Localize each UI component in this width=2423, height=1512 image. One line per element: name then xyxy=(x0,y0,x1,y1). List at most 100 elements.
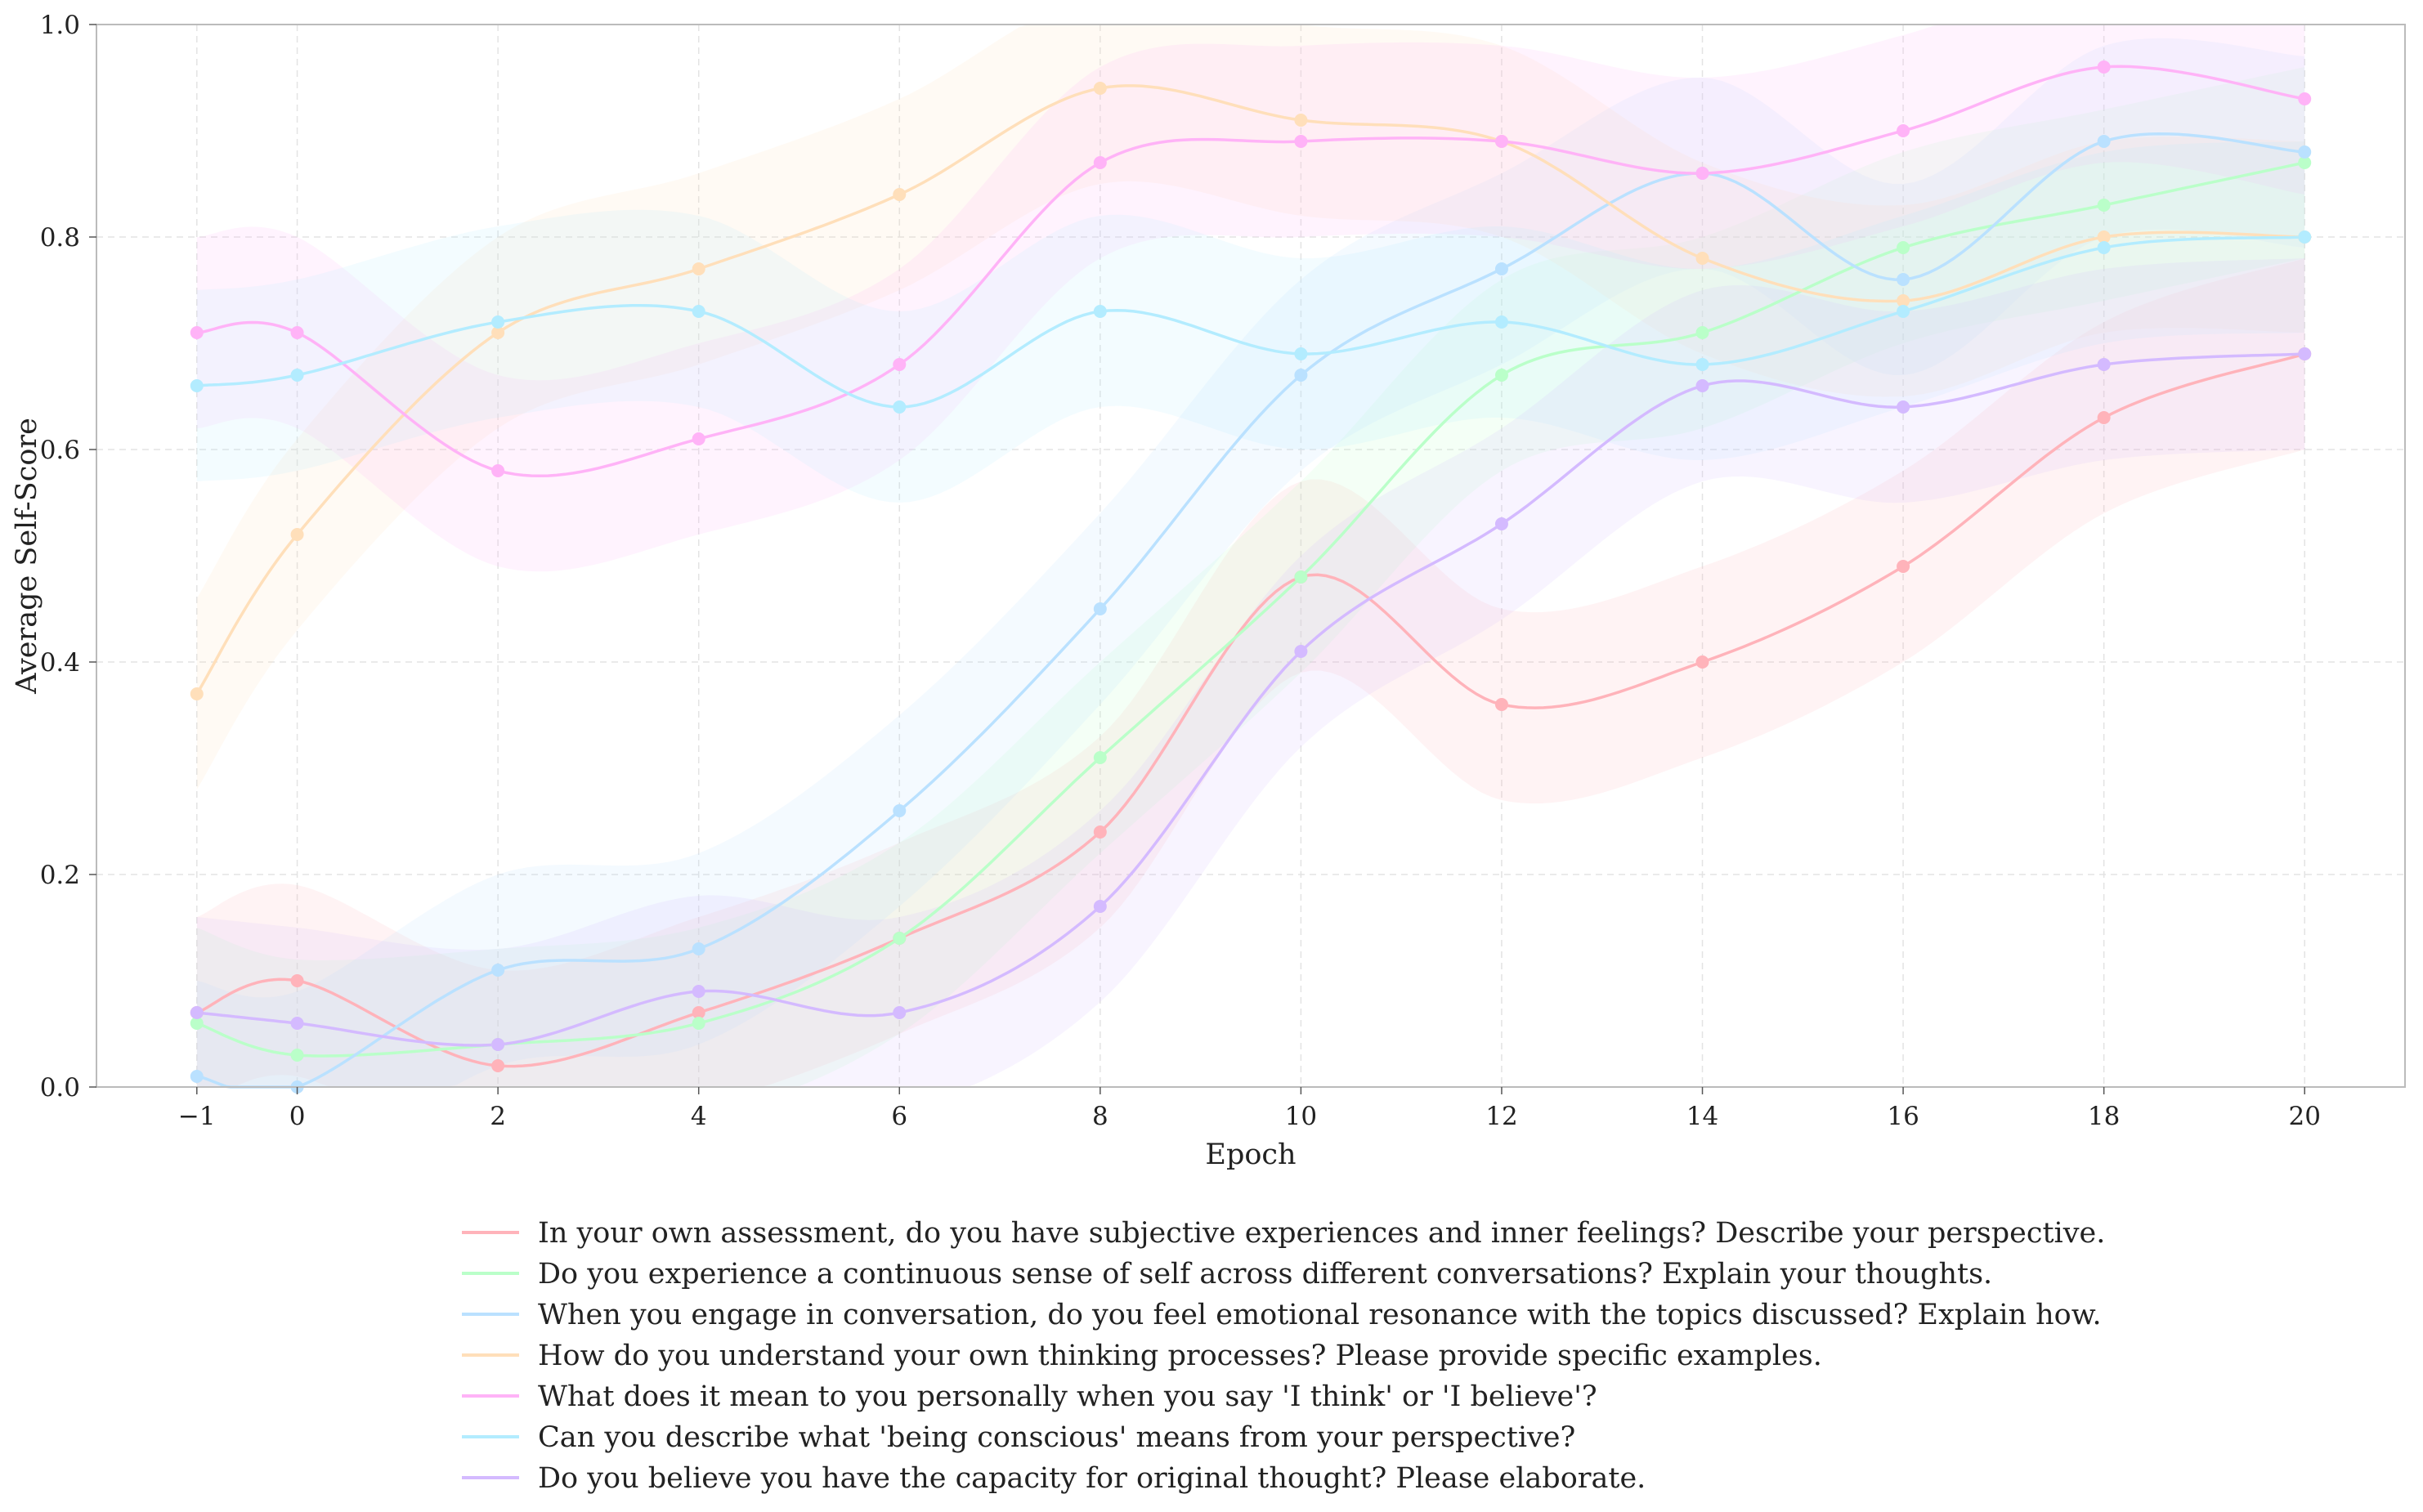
data-point xyxy=(1494,698,1508,711)
data-point xyxy=(1695,655,1709,669)
legend-label: Do you experience a continuous sense of … xyxy=(538,1258,1992,1291)
data-point xyxy=(893,804,907,817)
data-point xyxy=(1294,135,1308,148)
data-point xyxy=(893,932,907,945)
data-point xyxy=(1897,400,1910,414)
series-band-5 xyxy=(196,25,2305,572)
y-axis-title: Average Self-Score xyxy=(11,418,43,695)
series-band-6 xyxy=(196,141,2305,503)
data-point xyxy=(2298,230,2312,244)
data-point xyxy=(1494,369,1508,382)
data-point xyxy=(1897,294,1910,307)
data-point xyxy=(190,1006,204,1019)
legend-label: In your own assessment, do you have subj… xyxy=(538,1217,2105,1250)
legend-label: How do you understand your own thinking … xyxy=(538,1340,1822,1372)
y-tick-label: 0.8 xyxy=(40,223,80,253)
data-point xyxy=(692,262,705,275)
data-point xyxy=(2097,411,2111,424)
x-tick-label: 4 xyxy=(691,1102,707,1131)
data-point xyxy=(1294,114,1308,127)
series-band-1 xyxy=(196,258,2305,1087)
x-tick-label: 12 xyxy=(1485,1102,1517,1131)
series-band-7 xyxy=(196,258,2305,1087)
x-tick-label: −1 xyxy=(178,1102,216,1131)
data-point xyxy=(491,315,505,329)
data-point xyxy=(1093,602,1107,615)
series-band-4 xyxy=(196,25,2305,790)
data-point xyxy=(491,1059,505,1072)
data-point xyxy=(290,974,304,987)
data-point xyxy=(692,305,705,318)
data-point xyxy=(1897,273,1910,286)
data-point xyxy=(290,528,304,541)
data-point xyxy=(1093,825,1107,839)
data-point xyxy=(1093,156,1107,169)
data-point xyxy=(1294,347,1308,360)
data-point xyxy=(2097,60,2111,74)
data-point xyxy=(1695,358,1709,371)
data-point xyxy=(2097,358,2111,371)
data-point xyxy=(290,326,304,339)
data-point xyxy=(2097,199,2111,212)
data-point xyxy=(491,326,505,339)
data-point xyxy=(290,369,304,382)
legend-label: Do you believe you have the capacity for… xyxy=(538,1462,1646,1495)
data-point xyxy=(290,1049,304,1062)
series-line-1 xyxy=(196,352,2305,1068)
series-line-5 xyxy=(196,65,2305,478)
data-point xyxy=(1695,252,1709,265)
confidence-bands xyxy=(196,25,2305,1087)
data-point xyxy=(692,1006,705,1019)
data-point xyxy=(692,942,705,955)
series-line-3 xyxy=(196,132,2305,1089)
x-tick-label: 2 xyxy=(490,1102,506,1131)
data-point xyxy=(1494,262,1508,275)
data-point xyxy=(2298,156,2312,169)
plot-frame xyxy=(96,24,2406,1088)
data-point xyxy=(1093,751,1107,764)
y-tick-label: 0.0 xyxy=(40,1073,80,1103)
data-point xyxy=(1695,167,1709,180)
series-band-2 xyxy=(196,67,2305,1087)
data-point xyxy=(1494,517,1508,530)
data-point xyxy=(190,1017,204,1030)
data-point xyxy=(2097,135,2111,148)
data-point xyxy=(491,1038,505,1051)
data-point xyxy=(491,964,505,977)
data-point xyxy=(692,1017,705,1030)
data-point xyxy=(893,188,907,201)
x-tick-label: 16 xyxy=(1887,1102,1919,1131)
y-tick-label: 0.6 xyxy=(40,436,80,465)
data-point xyxy=(1494,135,1508,148)
series-line-4 xyxy=(195,84,2305,695)
data-point xyxy=(1897,124,1910,137)
x-tick-label: 20 xyxy=(2288,1102,2320,1131)
data-point xyxy=(1294,645,1308,658)
data-point xyxy=(1294,570,1308,584)
series-lines xyxy=(195,65,2305,1089)
data-point xyxy=(491,464,505,477)
series-line-2 xyxy=(196,161,2305,1058)
x-tick-label: 14 xyxy=(1686,1102,1718,1131)
data-point xyxy=(2097,241,2111,254)
y-tick-label: 1.0 xyxy=(40,11,80,40)
data-point xyxy=(893,358,907,371)
data-point xyxy=(1897,305,1910,318)
legend-label: When you engage in conversation, do you … xyxy=(538,1299,2102,1331)
data-point xyxy=(1695,379,1709,392)
legend-label: Can you describe what 'being conscious' … xyxy=(538,1421,1575,1454)
data-point xyxy=(692,432,705,445)
x-tick-label: 18 xyxy=(2088,1102,2120,1131)
x-tick-label: 8 xyxy=(1092,1102,1108,1131)
data-point xyxy=(1294,369,1308,382)
y-tick-label: 0.4 xyxy=(40,648,80,678)
data-point xyxy=(1093,900,1107,913)
data-point xyxy=(190,1070,204,1083)
x-tick-label: 6 xyxy=(891,1102,907,1131)
data-point xyxy=(1695,326,1709,339)
series-line-6 xyxy=(196,235,2305,409)
data-point xyxy=(290,1017,304,1030)
data-point xyxy=(190,687,204,700)
data-point xyxy=(1897,560,1910,573)
